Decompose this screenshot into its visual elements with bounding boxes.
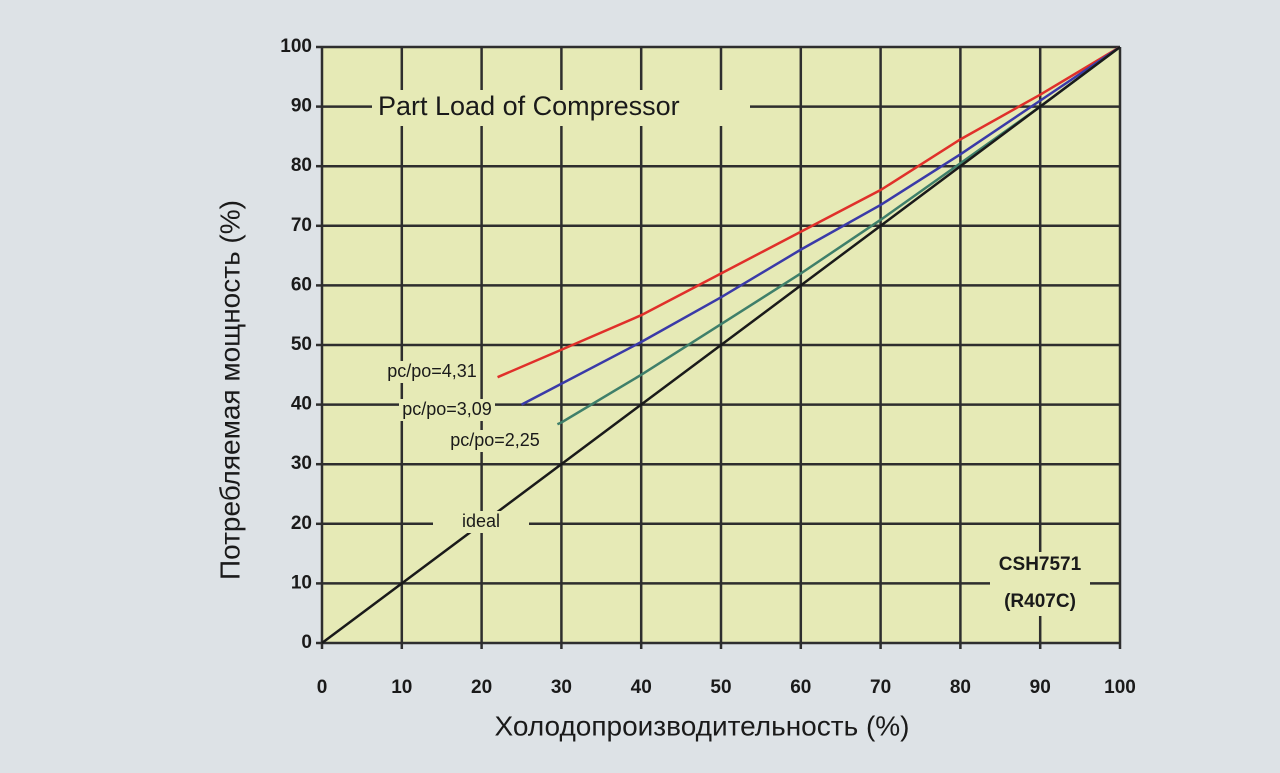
y-tick-label: 70 bbox=[291, 215, 312, 236]
y-tick-label: 40 bbox=[291, 394, 312, 415]
x-tick-label: 100 bbox=[1104, 677, 1136, 698]
y-tick-label: 90 bbox=[291, 96, 312, 117]
y-tick-label: 0 bbox=[301, 632, 312, 653]
series-label-box bbox=[399, 399, 495, 421]
x-tick-label: 60 bbox=[790, 677, 811, 698]
series-line bbox=[321, 45, 1121, 645]
x-tick-label: 10 bbox=[391, 677, 412, 698]
y-tick-label: 60 bbox=[291, 274, 312, 295]
annotation-box bbox=[990, 552, 1090, 616]
chart-title: Part Load of Compressor bbox=[378, 91, 680, 121]
x-tick-label: 20 bbox=[471, 677, 492, 698]
y-tick-label: 10 bbox=[291, 572, 312, 593]
series-line bbox=[520, 45, 1121, 406]
y-tick-label: 100 bbox=[280, 36, 312, 57]
x-tick-label: 0 bbox=[317, 677, 328, 698]
y-tick-label: 20 bbox=[291, 513, 312, 534]
series-label: pc/po=3,09 bbox=[402, 399, 492, 419]
series-line bbox=[497, 45, 1121, 379]
series-label: ideal bbox=[462, 511, 500, 531]
x-tick-label: 80 bbox=[950, 677, 971, 698]
x-tick-label: 50 bbox=[710, 677, 731, 698]
title-box bbox=[372, 90, 750, 126]
y-tick-label: 30 bbox=[291, 453, 312, 474]
x-tick-label: 30 bbox=[551, 677, 572, 698]
series-label-box bbox=[433, 511, 529, 533]
series-label: pc/po=4,31 bbox=[387, 361, 477, 381]
y-tick-label: 80 bbox=[291, 155, 312, 176]
y-axis-label: Потребляемая мощность (%) bbox=[214, 200, 245, 580]
x-tick-label: 70 bbox=[870, 677, 891, 698]
x-tick-label: 90 bbox=[1030, 677, 1051, 698]
x-tick-label: 40 bbox=[631, 677, 652, 698]
annotation: CSH7571 bbox=[999, 554, 1082, 575]
lines bbox=[321, 45, 1121, 645]
series-label: pc/po=2,25 bbox=[450, 430, 540, 450]
x-axis-label: Холодопроизводительность (%) bbox=[495, 710, 910, 741]
y-tick-label: 50 bbox=[291, 334, 312, 355]
series-label-box bbox=[447, 430, 543, 452]
series-label-box bbox=[384, 361, 480, 383]
annotation: (R407C) bbox=[1004, 591, 1076, 612]
